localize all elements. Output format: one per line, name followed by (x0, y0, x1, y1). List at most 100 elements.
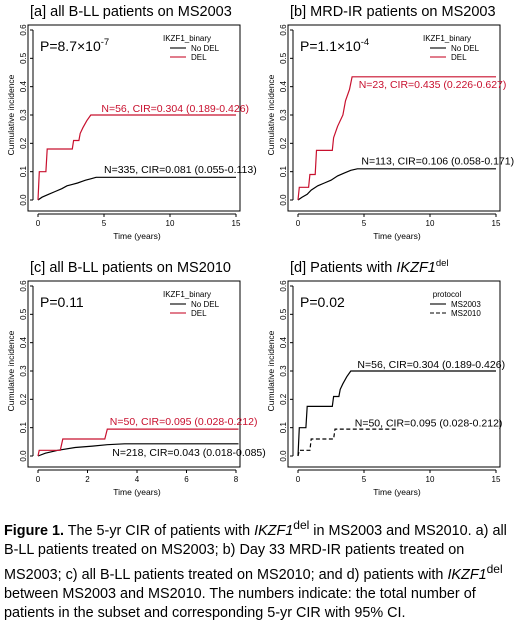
p-value-base: P=8.7×10 (40, 38, 101, 54)
p-value: P=0.11 (40, 294, 84, 310)
plot-frame (27, 280, 241, 468)
y-tick-label: 0.4 (19, 81, 28, 93)
y-tick-label: 0.0 (19, 194, 28, 206)
series-line (297, 168, 496, 201)
p-value-exponent: -4 (361, 37, 369, 48)
series-line (297, 370, 496, 457)
panel-title: [b] MRD-IR patients on MS2003 (290, 4, 496, 20)
x-tick-label: 0 (296, 475, 301, 484)
panel-title-sup: del (436, 258, 449, 269)
y-tick-label: 0.2 (19, 393, 28, 405)
y-tick-label: 0.1 (19, 166, 28, 178)
p-value-base: P=1.1×10 (300, 38, 361, 54)
x-tick-label: 2 (85, 475, 90, 484)
y-tick-label: 0.4 (279, 337, 288, 349)
panel-c: [c] all B-LL patients on MS2010 P=0.11 0.0… (0, 256, 266, 521)
p-value-exponent: -7 (101, 37, 109, 48)
x-tick-label: 15 (492, 219, 501, 228)
x-tick-label: 5 (102, 219, 107, 228)
y-tick-label: 0.5 (19, 52, 28, 64)
legend-title: IKZF1_binary (163, 290, 211, 299)
plot-frame (27, 24, 241, 212)
x-tick-label: 15 (492, 475, 501, 484)
series-annotation: N=50, CIR=0.095 (0.028-0.212) (355, 417, 503, 429)
x-tick-label: 8 (234, 475, 239, 484)
y-tick-label: 0.1 (19, 422, 28, 434)
y-axis-label: Cumulative incidence (266, 330, 276, 411)
x-tick-label: 0 (36, 219, 41, 228)
x-axis-label: Time (years) (373, 231, 421, 241)
series-annotation: N=113, CIR=0.106 (0.058-0.171) (361, 156, 514, 168)
x-tick-label: 0 (296, 219, 301, 228)
series-line (37, 428, 239, 457)
legend-label: DEL (191, 53, 207, 62)
y-tick-label: 0.4 (279, 81, 288, 93)
legend-label: No DEL (191, 300, 220, 309)
x-tick-label: 5 (362, 219, 367, 228)
legend-title: IKZF1_binary (423, 34, 471, 43)
y-tick-label: 0.5 (19, 308, 28, 320)
series-line (37, 443, 239, 457)
series-annotation: N=56, CIR=0.304 (0.189-0.426) (101, 103, 249, 115)
y-tick-label: 0.3 (19, 365, 28, 377)
y-tick-label: 0.6 (279, 24, 288, 36)
caption-gene-1: IKZF1 (254, 522, 294, 539)
legend-label: DEL (191, 309, 207, 318)
panel-title: [a] all B-LL patients on MS2003 (30, 4, 232, 20)
panel-title: [c] all B-LL patients on MS2010 (30, 260, 231, 276)
series-line (297, 76, 496, 201)
series-annotation: N=218, CIR=0.043 (0.018-0.085) (112, 447, 266, 459)
chart-b: [b] MRD-IR patients on MS2003 P=1.1×10-4 0… (266, 4, 514, 241)
caption-sup-1: del (293, 518, 310, 532)
caption-text-3: between MS2003 and MS2010. The numbers i… (4, 585, 476, 621)
x-axis-label: Time (years) (373, 487, 421, 497)
y-tick-label: 0.3 (279, 365, 288, 377)
y-tick-label: 0.1 (279, 422, 288, 434)
p-value: P=1.1×10-4 (300, 37, 369, 54)
series-annotation: N=335, CIR=0.081 (0.055-0.113) (104, 164, 257, 176)
y-tick-label: 0.0 (279, 194, 288, 206)
plot-frame (287, 24, 501, 212)
figure-caption: Figure 1. The 5-yr CIR of patients with … (4, 516, 516, 623)
y-tick-label: 0.5 (279, 52, 288, 64)
y-axis-label: Cumulative incidence (6, 74, 16, 155)
y-tick-label: 0.2 (279, 137, 288, 149)
x-tick-label: 10 (166, 219, 175, 228)
y-tick-label: 0.6 (19, 24, 28, 36)
y-axis-label: Cumulative incidence (6, 330, 16, 411)
x-tick-label: 10 (426, 219, 435, 228)
legend-label: MS2003 (451, 300, 481, 309)
panel-title-gene: IKZF1 (396, 260, 435, 276)
p-value-base: P=0.11 (40, 294, 84, 310)
y-tick-label: 0.0 (279, 450, 288, 462)
series-annotation: N=56, CIR=0.304 (0.189-0.426) (357, 359, 505, 371)
p-value: P=8.7×10-7 (40, 37, 109, 54)
legend-label: DEL (451, 53, 467, 62)
chart-a: [a] all B-LL patients on MS2003 P=8.7×10-… (6, 4, 257, 241)
series-annotation: N=50, CIR=0.095 (0.028-0.212) (110, 416, 258, 428)
panel-title-text: [d] Patients with (290, 260, 396, 276)
y-tick-label: 0.2 (279, 393, 288, 405)
y-axis-label: Cumulative incidence (266, 74, 276, 155)
series-line (37, 176, 236, 201)
y-tick-label: 0.6 (19, 280, 28, 292)
x-tick-label: 4 (135, 475, 140, 484)
y-tick-label: 0.2 (19, 137, 28, 149)
x-tick-label: 10 (426, 475, 435, 484)
x-axis-label: Time (years) (113, 231, 161, 241)
x-tick-label: 6 (184, 475, 189, 484)
y-tick-label: 0.1 (279, 166, 288, 178)
series-line (37, 114, 236, 201)
x-axis-label: Time (years) (113, 487, 161, 497)
y-tick-label: 0.3 (279, 109, 288, 121)
y-tick-label: 0.5 (279, 308, 288, 320)
x-tick-label: 15 (232, 219, 241, 228)
caption-label: Figure 1. (4, 522, 64, 539)
chart-d: [d] Patients with IKZF1del P=0.02 0.0 0.1 0.… (266, 258, 505, 497)
legend-title: protocol (433, 290, 462, 299)
panel-title: [d] Patients with IKZF1del (290, 258, 449, 276)
legend-label: No DEL (451, 44, 480, 53)
panel-a: [a] all B-LL patients on MS2003 P=8.7×10-… (0, 0, 260, 265)
legend-label: MS2010 (451, 309, 481, 318)
panel-d: [d] Patients with IKZF1del P=0.02 0.0 0.1 0.… (260, 256, 520, 521)
